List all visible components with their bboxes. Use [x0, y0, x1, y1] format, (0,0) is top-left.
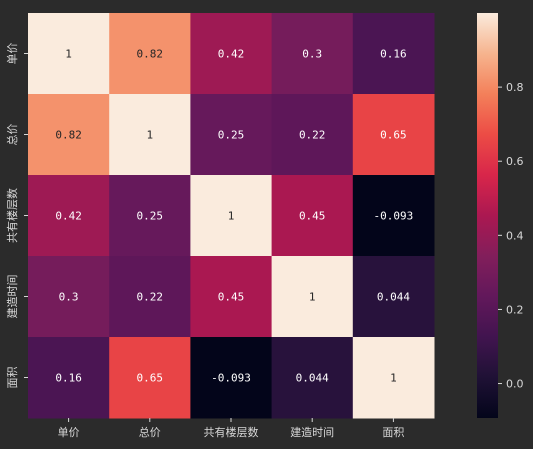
x-axis-tick-labels: 单价 总价 共有楼层数 建造时间 面积 — [58, 418, 404, 439]
heatmap-cell-1-1 — [109, 94, 191, 176]
cell-value-label-1-4: 0.65 — [380, 129, 407, 142]
y-tick-label: 单价 — [6, 43, 19, 65]
heatmap-cell-1-3 — [271, 94, 354, 176]
cell-value-label-0-0: 1 — [65, 48, 72, 61]
heatmap-cell-0-2 — [190, 13, 273, 95]
heatmap-cell-3-1 — [109, 256, 191, 338]
heatmap-cell-1-4 — [352, 94, 435, 176]
cell-value-label-2-1: 0.25 — [137, 210, 164, 223]
heatmap-cell-0-4 — [352, 13, 435, 95]
x-tick-label: 面积 — [382, 426, 404, 439]
colorbar-tick-label: 0.4 — [506, 229, 524, 242]
cell-value-label-4-2: -0.093 — [211, 372, 251, 385]
heatmap-cell-4-4 — [352, 337, 435, 419]
x-tick-label: 总价 — [139, 425, 161, 439]
cell-value-label-3-0: 0.3 — [59, 291, 79, 304]
cell-value-label-0-4: 0.16 — [380, 48, 407, 61]
colorbar-tick-label: 0.8 — [506, 81, 524, 94]
heatmap-cell-2-0 — [28, 175, 110, 257]
colorbar: 0.0 0.2 0.4 0.6 0.8 — [477, 13, 524, 418]
y-tick-label: 总价 — [5, 124, 19, 146]
colorbar-gradient — [477, 13, 498, 418]
cell-value-label-4-3: 0.044 — [296, 372, 329, 385]
cell-value-label-3-3: 1 — [309, 291, 316, 304]
heatmap-cell-3-4 — [352, 256, 435, 338]
colorbar-tick-label: 0.6 — [506, 155, 524, 168]
cell-value-label-3-1: 0.22 — [137, 291, 164, 304]
heatmap-cell-4-1 — [109, 337, 191, 419]
cell-value-label-4-4: 1 — [390, 372, 397, 385]
colorbar-tick-label: 0.0 — [506, 378, 524, 391]
heatmap-cell-labels: 1 0.82 0.42 0.3 0.16 0.82 1 0.25 0.22 0.65 0.42 0.2… — [55, 48, 413, 385]
heatmap-cell-2-2 — [190, 175, 273, 257]
heatmap-cell-2-3 — [271, 175, 354, 257]
x-tick-label: 建造时间 — [290, 425, 334, 439]
cell-value-label-1-0: 0.82 — [55, 129, 82, 142]
cell-value-label-1-3: 0.22 — [299, 129, 326, 142]
cell-value-label-1-2: 0.25 — [218, 129, 245, 142]
cell-value-label-4-1: 0.65 — [137, 372, 164, 385]
cell-value-label-4-0: 0.16 — [55, 372, 82, 385]
heatmap-cells — [28, 13, 435, 419]
heatmap-cell-1-2 — [190, 94, 273, 176]
heatmap-cell-4-3 — [271, 337, 354, 419]
heatmap-cell-3-2 — [190, 256, 273, 338]
y-tick-label: 建造时间 — [5, 275, 19, 319]
heatmap-cell-2-4 — [352, 175, 435, 257]
cell-value-label-0-2: 0.42 — [218, 48, 245, 61]
cell-value-label-0-1: 0.82 — [137, 48, 164, 61]
heatmap-cell-4-2 — [190, 337, 273, 419]
heatmap-cell-1-0 — [28, 94, 110, 176]
x-tick-label: 单价 — [58, 426, 80, 439]
colorbar-tick-label: 0.2 — [506, 303, 524, 316]
y-tick-label: 共有楼层数 — [5, 188, 19, 243]
y-tick-label: 面积 — [6, 367, 19, 389]
heatmap-cell-4-0 — [28, 337, 110, 419]
cell-value-label-2-2: 1 — [228, 210, 235, 223]
cell-value-label-1-1: 1 — [146, 129, 153, 142]
heatmap-cell-0-1 — [109, 13, 191, 95]
cell-value-label-2-0: 0.42 — [55, 210, 82, 223]
heatmap-cell-0-3 — [271, 13, 354, 95]
heatmap-cell-2-1 — [109, 175, 191, 257]
cell-value-label-2-4: -0.093 — [374, 210, 414, 223]
heatmap-cell-0-0 — [28, 13, 110, 95]
cell-value-label-0-3: 0.3 — [302, 48, 322, 61]
cell-value-label-3-4: 0.044 — [377, 291, 410, 304]
heatmap-cell-3-3 — [271, 256, 354, 338]
heatmap-cell-3-0 — [28, 256, 110, 338]
cell-value-label-2-3: 0.45 — [299, 210, 326, 223]
x-tick-label: 共有楼层数 — [204, 425, 259, 439]
cell-value-label-3-2: 0.45 — [218, 291, 245, 304]
